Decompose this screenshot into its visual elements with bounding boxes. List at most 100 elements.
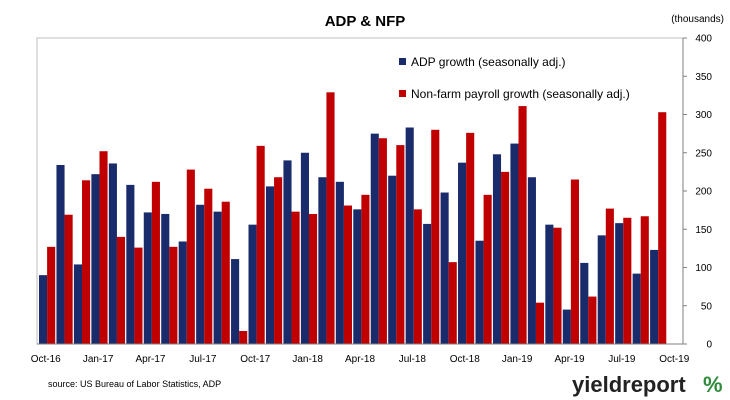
bar-nfp-Apr-17 bbox=[151, 181, 160, 344]
bar-nfp-Nov-16 bbox=[64, 214, 73, 344]
bar-adp-Jan-18 bbox=[300, 152, 309, 344]
bar-nfp-Feb-17 bbox=[116, 236, 126, 344]
bar-adp-Dec-16 bbox=[73, 264, 83, 344]
bar-nfp-Jun-19 bbox=[605, 208, 614, 344]
bar-nfp-Oct-18 bbox=[466, 132, 475, 344]
y-tick-label: 300 bbox=[695, 110, 712, 121]
source-note: source: US Bureau of Labor Statistics, A… bbox=[48, 379, 221, 389]
bar-adp-Oct-16 bbox=[39, 275, 48, 344]
y-axis-label: (thousands) bbox=[671, 14, 724, 25]
bar-nfp-Sep-19 bbox=[658, 112, 667, 345]
bar-nfp-Jan-18 bbox=[308, 213, 318, 344]
bar-nfp-Nov-17 bbox=[274, 177, 283, 344]
y-tick-label: 150 bbox=[695, 225, 712, 236]
x-tick-label: Apr-17 bbox=[135, 354, 165, 365]
bar-nfp-Sep-17 bbox=[239, 331, 248, 344]
bar-nfp-Apr-19 bbox=[570, 179, 579, 344]
bar-nfp-Aug-19 bbox=[640, 216, 649, 344]
x-tick-label: Oct-19 bbox=[659, 354, 689, 365]
bar-nfp-Oct-16 bbox=[47, 246, 56, 344]
legend: ADP growth (seasonally adj.) Non-farm pa… bbox=[399, 55, 630, 101]
bar-adp-Jul-18 bbox=[405, 127, 414, 344]
bar-adp-Jan-19 bbox=[510, 143, 519, 344]
x-tick-label: Jul-18 bbox=[399, 354, 427, 365]
bar-adp-Dec-18 bbox=[492, 154, 502, 344]
bar-nfp-Sep-18 bbox=[448, 262, 457, 344]
y-tick-label: 350 bbox=[695, 72, 712, 83]
bar-nfp-Jan-19 bbox=[518, 106, 527, 344]
legend-swatch-adp bbox=[399, 58, 406, 65]
bar-adp-Oct-18 bbox=[458, 162, 467, 344]
bar-nfp-May-17 bbox=[169, 246, 178, 344]
bar-adp-Jun-18 bbox=[388, 175, 397, 344]
bar-adp-Feb-17 bbox=[108, 163, 117, 344]
bar-adp-Aug-19 bbox=[632, 273, 641, 344]
bar-adp-Feb-19 bbox=[527, 177, 536, 344]
bar-adp-Oct-17 bbox=[248, 224, 257, 344]
bars-group bbox=[39, 92, 667, 345]
bar-adp-Nov-18 bbox=[475, 240, 484, 344]
bar-nfp-Apr-18 bbox=[361, 194, 370, 344]
bar-adp-Apr-17 bbox=[143, 212, 152, 344]
bar-nfp-Aug-18 bbox=[431, 129, 440, 344]
bar-nfp-Oct-17 bbox=[256, 145, 265, 344]
logo-word: yieldreport bbox=[572, 372, 686, 397]
bar-adp-Jul-19 bbox=[615, 223, 624, 344]
bar-nfp-Jul-19 bbox=[623, 217, 632, 344]
bar-nfp-May-19 bbox=[588, 296, 597, 344]
y-tick-label: 0 bbox=[706, 340, 712, 351]
x-tick-label: Jan-17 bbox=[83, 354, 114, 365]
bar-nfp-Feb-18 bbox=[326, 92, 335, 344]
bar-adp-Nov-16 bbox=[56, 164, 65, 344]
bar-adp-May-19 bbox=[580, 262, 589, 344]
legend-label-adp: ADP growth (seasonally adj.) bbox=[411, 55, 566, 69]
y-tick-label: 200 bbox=[695, 187, 712, 198]
bar-nfp-Nov-18 bbox=[483, 194, 492, 344]
x-tick-label: Jul-19 bbox=[608, 354, 636, 365]
y-tick-label: 100 bbox=[695, 263, 712, 274]
bar-nfp-Aug-17 bbox=[221, 201, 230, 344]
bar-adp-Feb-18 bbox=[318, 177, 327, 344]
y-axis: 0 50 100 150 200 250 300 350 400 bbox=[682, 34, 713, 351]
y-tick-label: 50 bbox=[701, 301, 713, 312]
bar-nfp-Feb-19 bbox=[535, 302, 545, 344]
legend-swatch-nfp bbox=[399, 90, 406, 97]
bar-nfp-Dec-17 bbox=[291, 211, 300, 344]
x-tick-label: Apr-18 bbox=[345, 354, 375, 365]
x-tick-label: Oct-17 bbox=[240, 354, 270, 365]
chart-title: ADP & NFP bbox=[325, 13, 406, 30]
bar-adp-Sep-17 bbox=[231, 259, 240, 344]
bar-adp-May-17 bbox=[161, 213, 170, 344]
logo: yieldreport % bbox=[572, 372, 723, 397]
bar-adp-Nov-17 bbox=[265, 186, 275, 344]
bar-nfp-Jul-18 bbox=[413, 209, 422, 344]
x-tick-label: Jan-18 bbox=[292, 354, 323, 365]
logo-symbol: % bbox=[703, 372, 723, 397]
x-tick-label: Jul-17 bbox=[189, 354, 217, 365]
bar-nfp-May-18 bbox=[378, 138, 387, 344]
bar-nfp-Jun-18 bbox=[396, 145, 405, 344]
bar-adp-Jun-17 bbox=[178, 241, 187, 344]
bar-nfp-Jun-17 bbox=[186, 169, 195, 344]
bar-adp-Sep-18 bbox=[440, 192, 449, 344]
bar-adp-Jul-17 bbox=[196, 204, 205, 344]
bar-adp-Jun-19 bbox=[597, 235, 606, 344]
y-tick-label: 400 bbox=[695, 34, 712, 45]
bar-adp-Mar-17 bbox=[126, 184, 135, 344]
x-tick-label: Jan-19 bbox=[502, 354, 533, 365]
bar-adp-Apr-19 bbox=[562, 309, 571, 344]
bar-adp-Dec-17 bbox=[283, 160, 292, 344]
bar-nfp-Mar-17 bbox=[134, 247, 143, 344]
bar-nfp-Dec-18 bbox=[501, 171, 510, 345]
x-axis: Oct-16 Jan-17 Apr-17 Jul-17 Oct-17 Jan-18 Apr-… bbox=[31, 343, 690, 365]
bar-adp-May-18 bbox=[370, 133, 379, 345]
y-tick-label: 250 bbox=[695, 148, 712, 159]
bar-adp-Apr-18 bbox=[353, 209, 362, 344]
bar-adp-Mar-18 bbox=[335, 181, 344, 344]
bar-nfp-Jul-17 bbox=[204, 188, 213, 344]
bar-nfp-Jan-17 bbox=[99, 151, 108, 344]
bar-adp-Jan-17 bbox=[91, 174, 100, 344]
bar-nfp-Mar-19 bbox=[553, 227, 562, 344]
bar-nfp-Dec-16 bbox=[82, 180, 91, 344]
